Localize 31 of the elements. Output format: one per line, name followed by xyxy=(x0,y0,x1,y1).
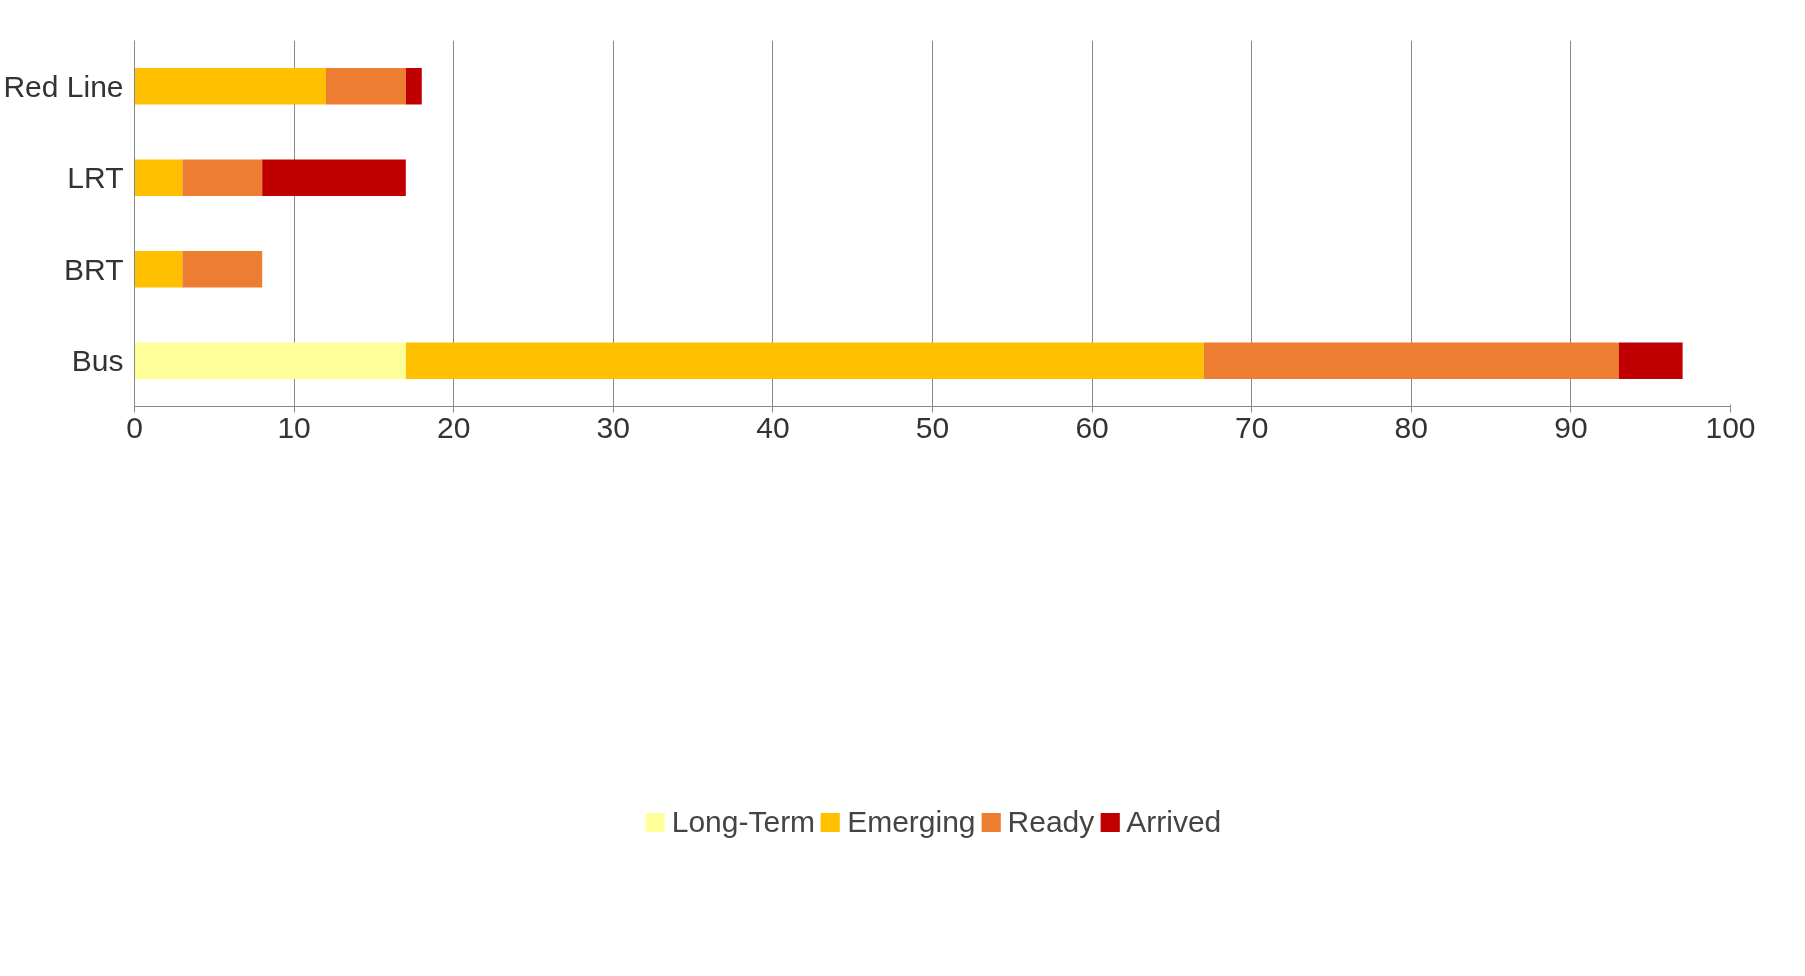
y-tick-label: Bus xyxy=(71,344,124,378)
legend-label: Arrived xyxy=(1126,804,1222,839)
x-tick-label: 50 xyxy=(915,410,950,444)
legend-label: Ready xyxy=(1007,804,1095,839)
x-tick-label: 20 xyxy=(437,410,471,444)
x-tick-label: 10 xyxy=(277,410,311,444)
y-tick-label: LRT xyxy=(67,161,124,195)
x-tick-label: 70 xyxy=(1235,410,1269,444)
y-tick-label: BRT xyxy=(64,252,124,286)
bar xyxy=(326,67,406,105)
x-tick-label: 80 xyxy=(1394,410,1428,444)
x-tick-label: 100 xyxy=(1705,410,1756,444)
bar xyxy=(134,342,406,380)
y-tick-label: Red Line xyxy=(3,69,124,103)
bar xyxy=(134,159,183,197)
legend-label: Long-Term xyxy=(671,804,816,839)
x-tick-label: 60 xyxy=(1075,410,1109,444)
x-tick-label: 40 xyxy=(756,410,790,444)
bar xyxy=(134,250,183,288)
x-tick-label: 30 xyxy=(596,410,630,444)
x-tick-label: 0 xyxy=(126,410,143,444)
bar xyxy=(1618,342,1683,380)
bar xyxy=(262,159,406,197)
bar xyxy=(182,159,263,197)
bar xyxy=(182,250,263,288)
bar xyxy=(134,67,327,105)
bar xyxy=(405,342,1204,380)
bar xyxy=(1203,342,1619,380)
bar xyxy=(405,67,422,105)
legend-label: Emerging xyxy=(847,804,976,839)
x-tick-label: 90 xyxy=(1554,410,1588,444)
